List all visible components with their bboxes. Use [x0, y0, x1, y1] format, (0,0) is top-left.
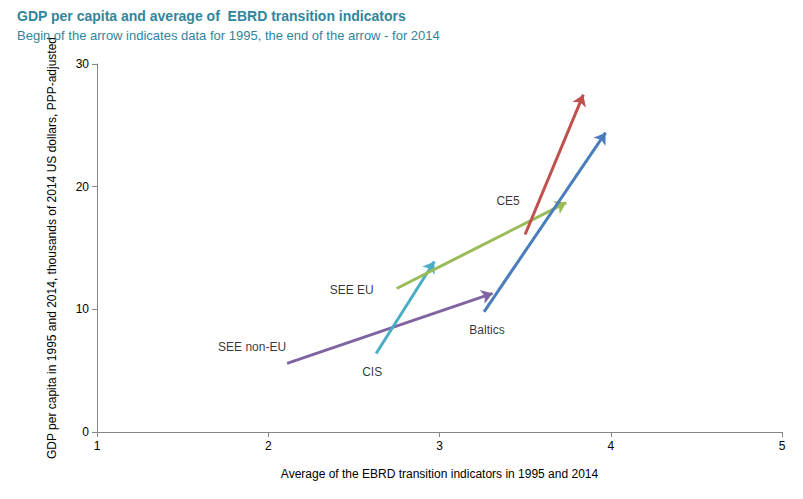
svg-text:10: 10 [76, 302, 90, 316]
svg-text:1: 1 [94, 439, 101, 453]
svg-text:4: 4 [607, 439, 614, 453]
svg-text:2: 2 [265, 439, 272, 453]
svg-text:SEE non-EU: SEE non-EU [218, 340, 286, 354]
svg-text:CE5: CE5 [496, 194, 520, 208]
svg-text:20: 20 [76, 180, 90, 194]
svg-text:GDP per capita and average of: GDP per capita and average of EBRD trans… [17, 8, 406, 24]
svg-text:Begin of the arrow indicates d: Begin of the arrow indicates data for 19… [17, 28, 440, 43]
svg-text:SEE EU: SEE EU [330, 283, 374, 297]
svg-text:5: 5 [779, 439, 786, 453]
svg-text:0: 0 [82, 425, 89, 439]
svg-text:3: 3 [436, 439, 443, 453]
svg-text:30: 30 [76, 57, 90, 71]
svg-text:CIS: CIS [362, 365, 382, 379]
svg-text:GDP per capita in 1995 and 201: GDP per capita in 1995 and 2014, thousan… [45, 37, 59, 459]
svg-text:Baltics: Baltics [469, 323, 504, 337]
svg-text:Average of the EBRD transition: Average of the EBRD transition indicator… [281, 467, 599, 481]
